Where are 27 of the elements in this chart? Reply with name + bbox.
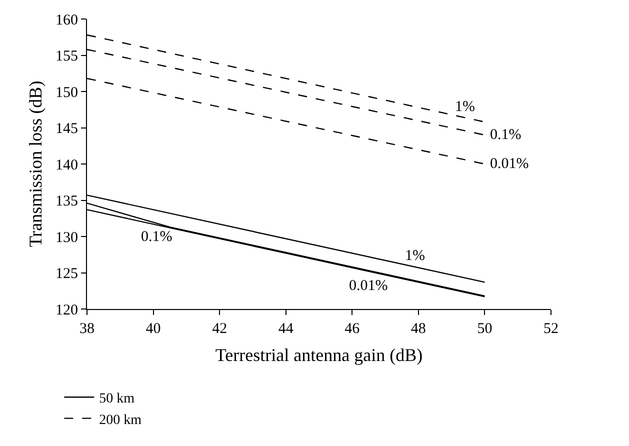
- annotation: 0.01%: [490, 156, 529, 172]
- y-tick-label: 130: [56, 230, 78, 246]
- y-tick-label: 145: [56, 121, 78, 137]
- x-axis-title: Terrestrial antenna gain (dB): [215, 345, 423, 366]
- y-tick-label: 150: [56, 84, 78, 101]
- annotation: 1%: [405, 248, 425, 264]
- legend-label: 50 km: [99, 392, 135, 407]
- y-tick-label: 140: [56, 157, 78, 174]
- x-tick-label: 42: [212, 321, 228, 337]
- annotation: 0.01%: [349, 278, 388, 294]
- y-tick-label: 155: [56, 48, 78, 64]
- annotation: 0.1%: [490, 127, 522, 143]
- x-tick-label: 46: [344, 321, 360, 337]
- y-axis-title: Transmission loss (dB): [26, 80, 46, 248]
- y-tick-label: 125: [56, 266, 78, 282]
- y-tick-label: 160: [56, 12, 78, 28]
- x-tick-label: 50: [477, 321, 492, 337]
- annotation: 1%: [455, 99, 475, 115]
- x-tick-label: 52: [544, 321, 558, 337]
- annotation: 0.1%: [141, 229, 172, 245]
- x-tick-label: 38: [80, 321, 94, 337]
- x-tick-label: 48: [410, 321, 426, 337]
- x-tick-label: 44: [278, 321, 294, 337]
- legend-label: 200 km: [99, 412, 142, 428]
- x-tick-label: 40: [146, 321, 161, 337]
- y-tick-label: 135: [56, 194, 78, 210]
- y-tick-label: 120: [56, 302, 78, 318]
